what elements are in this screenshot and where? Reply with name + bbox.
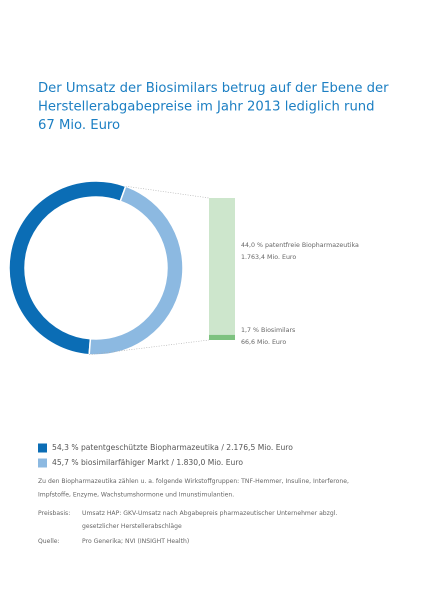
chart-title: Der Umsatz der Biosimilars betrug auf de… bbox=[38, 81, 389, 96]
source-text: Pro Generika; NVI (INSIGHT Health) bbox=[82, 538, 189, 545]
chart-title: Herstellerabgabepreise im Jahr 2013 ledi… bbox=[38, 100, 375, 115]
bar-amount: 66,6 Mio. Euro bbox=[241, 339, 286, 346]
source-text: Umsatz HAP: GKV-Umsatz nach Abgabepreis … bbox=[82, 510, 337, 517]
note: Zu den Biopharmazeutika zählen u. a. fol… bbox=[38, 478, 349, 485]
bar-amount: 1.763,4 Mio. Euro bbox=[241, 254, 296, 261]
connector bbox=[89, 339, 210, 356]
legend-swatch bbox=[38, 443, 47, 453]
legend-label: 45,7 % biosimilarfähiger Markt / 1.830,0… bbox=[52, 458, 243, 467]
donut-segment bbox=[88, 185, 184, 356]
bar-label: 44,0 % patentfreie Biopharmazeutika bbox=[241, 242, 359, 249]
legend-label: 54,3 % patentgeschützte Biopharmazeutika… bbox=[52, 443, 293, 452]
bar-segment bbox=[209, 198, 235, 335]
note: Impfstoffe, Enzyme, Wachstumshormone und… bbox=[38, 492, 234, 499]
source-text: gesetzlicher Herstellerabschläge bbox=[82, 523, 182, 530]
connector bbox=[125, 185, 210, 199]
donut-segment bbox=[8, 180, 127, 356]
legend-swatch bbox=[38, 458, 47, 468]
source-label: Quelle: bbox=[38, 538, 60, 545]
chart-title: 67 Mio. Euro bbox=[38, 118, 120, 133]
bar-label: 1,7 % Biosimilars bbox=[241, 327, 295, 334]
source-label: Preisbasis: bbox=[38, 510, 70, 517]
bar-segment bbox=[209, 334, 235, 340]
